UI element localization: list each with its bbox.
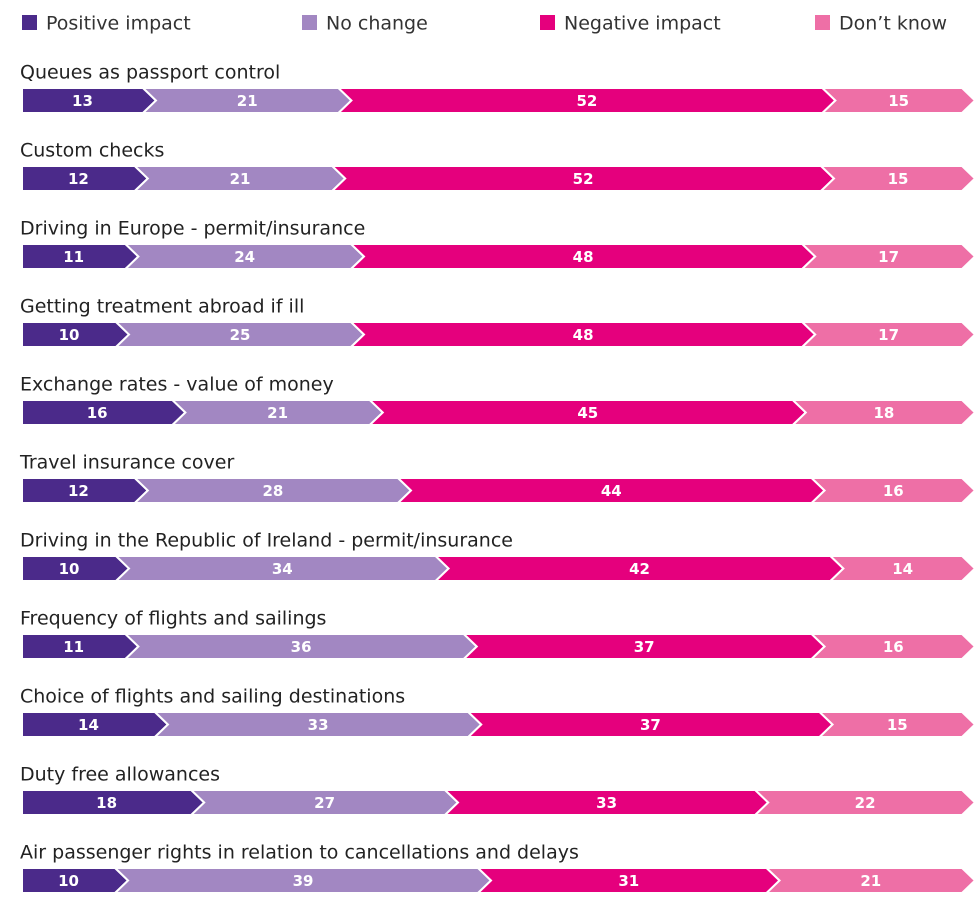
value-label: 21 — [230, 170, 251, 188]
value-label: 52 — [576, 92, 597, 110]
value-label: 39 — [293, 872, 314, 890]
bar-segment — [799, 243, 977, 270]
value-label: 12 — [68, 482, 89, 500]
value-label: 10 — [59, 560, 80, 578]
value-label: 27 — [314, 794, 335, 812]
value-label: 11 — [63, 638, 84, 656]
value-label: 14 — [892, 560, 913, 578]
value-label: 21 — [237, 92, 258, 110]
value-label: 16 — [883, 638, 904, 656]
value-label: 16 — [87, 404, 108, 422]
value-label: 33 — [308, 716, 329, 734]
bar-segment — [809, 633, 977, 660]
value-label: 18 — [96, 794, 117, 812]
category-label: Air passenger rights in relation to canc… — [20, 842, 579, 864]
bar-segment — [809, 477, 977, 504]
value-label: 15 — [888, 92, 909, 110]
value-label: 10 — [58, 872, 79, 890]
value-label: 42 — [629, 560, 650, 578]
value-label: 37 — [640, 716, 661, 734]
category-label: Custom checks — [20, 140, 164, 162]
value-label: 15 — [887, 716, 908, 734]
value-label: 16 — [883, 482, 904, 500]
value-label: 45 — [577, 404, 598, 422]
value-label: 31 — [618, 872, 639, 890]
value-label: 13 — [72, 92, 93, 110]
value-label: 36 — [291, 638, 312, 656]
category-label: Duty free allowances — [20, 764, 220, 786]
legend-label: Positive impact — [46, 13, 191, 35]
bar-segment — [819, 87, 977, 114]
category-label: Driving in Europe - permit/insurance — [20, 218, 365, 240]
value-label: 18 — [873, 404, 894, 422]
category-label: Exchange rates - value of money — [20, 374, 334, 396]
category-label: Choice of flights and sailing destinatio… — [20, 686, 405, 708]
legend-swatch — [22, 15, 37, 30]
value-label: 11 — [63, 248, 84, 266]
value-label: 21 — [267, 404, 288, 422]
legend-swatch — [540, 15, 555, 30]
legend-label: Don’t know — [839, 13, 947, 35]
value-label: 34 — [272, 560, 293, 578]
value-label: 14 — [78, 716, 99, 734]
value-label: 28 — [262, 482, 283, 500]
category-label: Getting treatment abroad if ill — [20, 296, 304, 318]
legend-label: Negative impact — [564, 13, 721, 35]
value-label: 52 — [573, 170, 594, 188]
value-label: 21 — [860, 872, 881, 890]
category-label: Queues as passport control — [20, 62, 280, 84]
value-label: 33 — [596, 794, 617, 812]
bar-segment — [790, 399, 977, 426]
value-label: 10 — [59, 326, 80, 344]
value-label: 48 — [573, 248, 594, 266]
value-label: 17 — [878, 326, 899, 344]
value-label: 24 — [234, 248, 255, 266]
value-label: 15 — [888, 170, 909, 188]
legend-swatch — [302, 15, 317, 30]
category-label: Frequency of flights and sailings — [20, 608, 326, 630]
bar-segment — [818, 165, 977, 192]
value-label: 25 — [230, 326, 251, 344]
category-label: Driving in the Republic of Ireland - per… — [20, 530, 513, 552]
bar-segment — [817, 711, 977, 738]
legend-label: No change — [326, 13, 428, 35]
bar-segment — [827, 555, 977, 582]
value-label: 22 — [855, 794, 876, 812]
value-label: 17 — [878, 248, 899, 266]
bar-segment — [764, 867, 977, 894]
category-label: Travel insurance cover — [19, 452, 234, 474]
bar-segment — [752, 789, 977, 816]
legend-swatch — [815, 15, 830, 30]
value-label: 48 — [573, 326, 594, 344]
value-label: 44 — [601, 482, 622, 500]
value-label: 12 — [68, 170, 89, 188]
bar-segment — [799, 321, 977, 348]
value-label: 37 — [634, 638, 655, 656]
